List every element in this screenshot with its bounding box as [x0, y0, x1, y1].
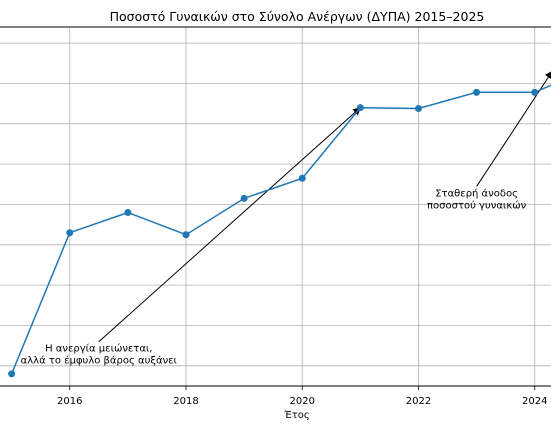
annotations: Η ανεργία μειώνεται, αλλά το έμφυλο βάρος… [21, 70, 551, 367]
data-point [124, 209, 132, 217]
series-line [10, 84, 551, 375]
x-tick-label: 2024 [522, 396, 547, 407]
annotation-line: ποσοστού γυναικών [427, 199, 527, 211]
data-point [240, 194, 248, 202]
data-point [531, 88, 539, 96]
chart-title: Ποσοστό Γυναικών στο Σύνολο Ανέργων (ΔΥΠ… [110, 9, 485, 24]
x-tick-label: 2016 [57, 396, 82, 407]
series-layer [8, 84, 551, 378]
annotation-line: Η ανεργία μειώνεται, [45, 343, 152, 355]
grid [0, 27, 551, 386]
annotation-arrow [476, 70, 551, 187]
x-tick-label: 2020 [290, 396, 315, 407]
data-point [8, 370, 16, 378]
data-point [473, 88, 481, 96]
x-tick-label: 2018 [173, 396, 198, 407]
annotation-line: αλλά το έμφυλο βάρος αυξάνει [21, 355, 178, 367]
x-tick-labels: 2016 2018 2020 2022 2024 [57, 386, 547, 407]
data-point [356, 104, 364, 112]
annotation-text: Σταθερή άνοδος ποσοστού γυναικών [427, 187, 527, 211]
annotation-text: Η ανεργία μειώνεται, αλλά το έμφυλο βάρος… [21, 343, 178, 367]
x-tick-label: 2022 [406, 396, 431, 407]
data-point [66, 229, 74, 237]
x-axis-label: Έτος [283, 409, 309, 421]
annotation-arrow [98, 107, 362, 343]
data-point [298, 174, 306, 182]
data-point [182, 231, 190, 239]
data-point [414, 104, 422, 112]
annotation-line: Σταθερή άνοδος [435, 187, 518, 199]
